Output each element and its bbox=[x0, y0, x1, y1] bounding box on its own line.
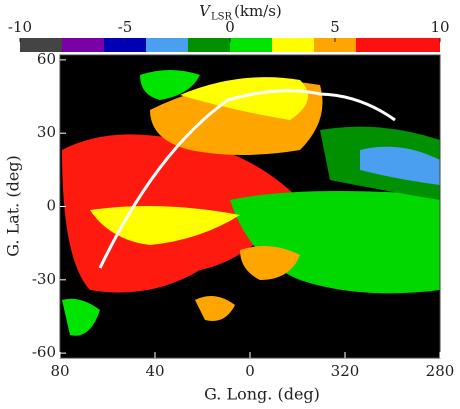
colorbar-unit: (km/s) bbox=[234, 2, 282, 20]
map-emission bbox=[62, 70, 440, 336]
x-tick-label: 40 bbox=[145, 362, 164, 380]
y-tick-label: 30 bbox=[37, 123, 56, 141]
colorbar-tick-label: -10 bbox=[8, 18, 32, 36]
colorbar-bin bbox=[104, 38, 146, 52]
y-axis-label: G. Lat. (deg) bbox=[4, 155, 23, 257]
colorbar-bin bbox=[62, 38, 104, 52]
colorbar-symbol: V bbox=[199, 2, 212, 20]
y-tick-label: -60 bbox=[32, 343, 56, 361]
x-tick-label: 280 bbox=[426, 362, 455, 380]
x-axis-label: G. Long. (deg) bbox=[204, 385, 320, 404]
x-tick-label: 80 bbox=[50, 362, 69, 380]
x-tick-label: 0 bbox=[245, 362, 255, 380]
colorbar-bin bbox=[230, 38, 272, 52]
colorbar-tick-label: 10 bbox=[430, 18, 449, 36]
colorbar-tick-label: 0 bbox=[225, 18, 235, 36]
colorbar-bin bbox=[188, 38, 230, 52]
colorbar-bin bbox=[356, 38, 398, 52]
colorbar-bin bbox=[146, 38, 188, 52]
colorbar-bin bbox=[398, 38, 440, 52]
y-tick-label: 60 bbox=[37, 50, 56, 68]
colorbar-bin bbox=[314, 38, 356, 52]
x-tick-label: 320 bbox=[331, 362, 360, 380]
colorbar-title: V LSR (km/s) bbox=[199, 2, 282, 23]
y-tick-label: 0 bbox=[46, 197, 56, 215]
colorbar-bin bbox=[20, 38, 62, 52]
y-tick-label: -30 bbox=[32, 270, 56, 288]
colorbar-tick-label: -5 bbox=[118, 18, 133, 36]
colorbar-subscript: LSR bbox=[211, 12, 232, 23]
colorbar-tick-label: 5 bbox=[330, 18, 340, 36]
colorbar-bin bbox=[272, 38, 314, 52]
